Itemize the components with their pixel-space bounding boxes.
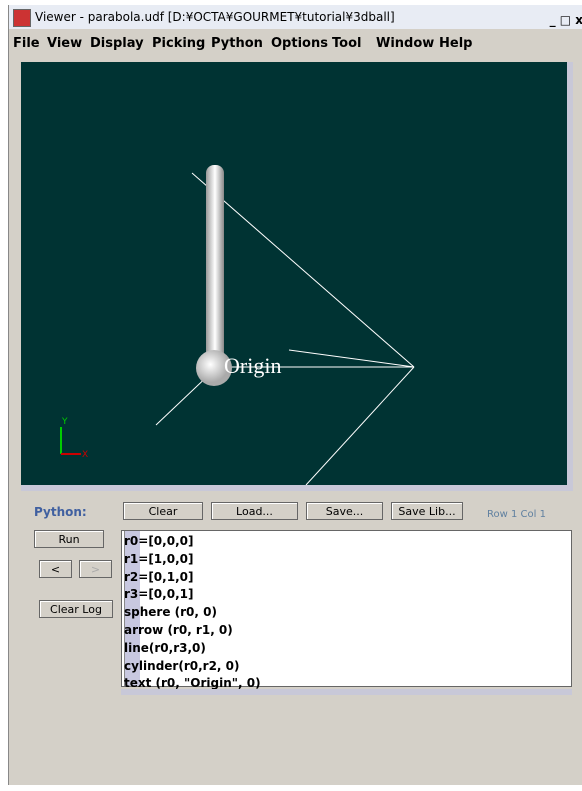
menu-item[interactable]: Display bbox=[90, 36, 144, 51]
button[interactable]: Save Lib... bbox=[391, 502, 463, 520]
window-title: Viewer - parabola.udf [D:¥OCTA¥GOURMET¥t… bbox=[35, 5, 395, 29]
menu-item[interactable]: Picking bbox=[152, 36, 205, 51]
origin-label: Origin bbox=[224, 353, 281, 378]
app-icon bbox=[13, 9, 31, 27]
side-splitter[interactable] bbox=[567, 62, 573, 485]
code-editor[interactable]: r0=[0,0,0] r1=[1,0,0] r2=[0,1,0] r3=[0,0,1]… bbox=[121, 530, 572, 687]
viewport: Origin Y X bbox=[21, 62, 573, 485]
code-line: r0=[0,0,0] bbox=[124, 534, 193, 548]
splitter[interactable] bbox=[21, 485, 573, 491]
button[interactable]: Clear bbox=[123, 502, 203, 520]
menu-item[interactable]: View bbox=[47, 36, 82, 51]
menu-item[interactable]: Help bbox=[439, 36, 472, 51]
code-line: line(r0,r3,0) bbox=[124, 641, 206, 655]
button: > bbox=[79, 560, 112, 578]
button[interactable]: Save... bbox=[306, 502, 383, 520]
button[interactable]: Run bbox=[34, 530, 104, 548]
code-line: cylinder(r0,r2, 0) bbox=[124, 659, 240, 673]
status: Row 1 Col 1 bbox=[487, 509, 546, 520]
menu-item[interactable]: Window bbox=[376, 36, 434, 51]
python-label: Python: bbox=[34, 505, 87, 519]
window: Viewer - parabola.udf [D:¥OCTA¥GOURMET¥t… bbox=[8, 5, 582, 785]
button[interactable]: Clear Log bbox=[39, 600, 113, 618]
cylinder bbox=[206, 165, 224, 365]
title-bar: Viewer - parabola.udf [D:¥OCTA¥GOURMET¥t… bbox=[9, 5, 582, 29]
menu-item[interactable]: Python bbox=[211, 36, 263, 51]
menu-item[interactable]: File bbox=[13, 36, 40, 51]
button[interactable]: Load... bbox=[211, 502, 298, 520]
button[interactable]: < bbox=[39, 560, 72, 578]
code-line: r2=[0,1,0] bbox=[124, 570, 193, 584]
menu-item[interactable]: Tool bbox=[332, 36, 361, 51]
code-line: r3=[0,0,1] bbox=[124, 587, 193, 601]
window-controls[interactable]: _ □ x bbox=[550, 8, 582, 32]
splitter[interactable] bbox=[121, 689, 572, 695]
x-axis-label: X bbox=[82, 450, 88, 460]
code-line: arrow (r0, r1, 0) bbox=[124, 623, 233, 637]
code-line: sphere (r0, 0) bbox=[124, 605, 217, 619]
viewport-bg bbox=[21, 62, 573, 485]
code-line: r1=[1,0,0] bbox=[124, 552, 193, 566]
page: Viewer - parabola.udf [D:¥OCTA¥GOURMET¥t… bbox=[0, 0, 582, 791]
menu-item[interactable]: Options bbox=[271, 36, 328, 51]
y-axis-label: Y bbox=[61, 417, 68, 427]
